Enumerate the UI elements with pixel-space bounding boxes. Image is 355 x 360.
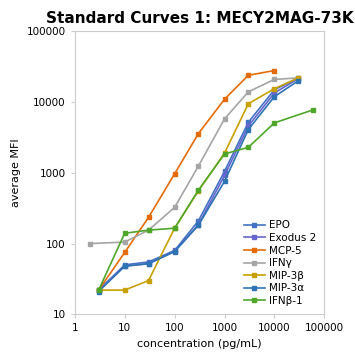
IFNγ — [296, 76, 300, 80]
EPO — [97, 288, 101, 292]
Exodus 2 — [272, 91, 277, 95]
MIP-3α — [222, 179, 226, 184]
Title: Standard Curves 1: MECY2MAG-73K: Standard Curves 1: MECY2MAG-73K — [46, 11, 353, 26]
IFNγ — [196, 164, 201, 168]
EPO — [173, 248, 177, 253]
MCP-5 — [146, 215, 151, 220]
MCP-5 — [196, 131, 201, 136]
MCP-5 — [246, 73, 251, 77]
Line: MCP-5: MCP-5 — [96, 68, 277, 293]
IFNγ — [246, 90, 251, 94]
EPO — [222, 169, 226, 174]
Exodus 2 — [173, 249, 177, 253]
IFNγ — [272, 77, 277, 81]
IFNγ — [88, 242, 92, 246]
IFNβ-1 — [246, 145, 251, 149]
Exodus 2 — [97, 288, 101, 292]
X-axis label: concentration (pg/mL): concentration (pg/mL) — [137, 339, 262, 349]
MIP-3β — [97, 288, 101, 292]
IFNβ-1 — [196, 188, 201, 192]
IFNγ — [122, 240, 127, 244]
IFNγ — [173, 205, 177, 210]
Legend: EPO, Exodus 2, MCP-5, IFNγ, MIP-3β, MIP-3α, IFNβ-1: EPO, Exodus 2, MCP-5, IFNγ, MIP-3β, MIP-… — [241, 217, 319, 309]
MCP-5 — [173, 172, 177, 176]
EPO — [246, 120, 251, 125]
Exodus 2 — [246, 124, 251, 128]
IFNγ — [222, 117, 226, 121]
MCP-5 — [272, 68, 277, 73]
IFNβ-1 — [222, 152, 226, 156]
MCP-5 — [122, 250, 127, 255]
MIP-3α — [173, 249, 177, 254]
IFNγ — [146, 228, 151, 232]
MIP-3β — [196, 189, 201, 193]
MIP-3α — [296, 79, 300, 83]
IFNβ-1 — [122, 231, 127, 235]
Exodus 2 — [146, 261, 151, 266]
IFNβ-1 — [173, 226, 177, 230]
Line: MIP-3α: MIP-3α — [96, 78, 301, 294]
Exodus 2 — [196, 222, 201, 227]
MCP-5 — [97, 288, 101, 292]
MIP-3α — [122, 264, 127, 268]
IFNβ-1 — [311, 108, 315, 112]
MIP-3β — [146, 278, 151, 283]
MIP-3α — [246, 127, 251, 132]
EPO — [272, 87, 277, 92]
MCP-5 — [222, 97, 226, 102]
MIP-3α — [196, 223, 201, 228]
Line: EPO: EPO — [96, 76, 301, 293]
Line: MIP-3β: MIP-3β — [96, 76, 301, 293]
Exodus 2 — [122, 264, 127, 268]
Exodus 2 — [296, 76, 300, 81]
IFNβ-1 — [146, 228, 151, 232]
MIP-3α — [97, 289, 101, 294]
EPO — [196, 219, 201, 223]
Line: IFNβ-1: IFNβ-1 — [96, 107, 316, 293]
MIP-3β — [122, 288, 127, 292]
Line: IFNγ: IFNγ — [87, 76, 301, 246]
Y-axis label: average MFI: average MFI — [11, 139, 21, 207]
MIP-3α — [146, 261, 151, 266]
EPO — [146, 260, 151, 264]
IFNβ-1 — [97, 288, 101, 292]
MIP-3β — [246, 102, 251, 106]
Exodus 2 — [222, 173, 226, 177]
MIP-3β — [222, 151, 226, 155]
EPO — [296, 76, 300, 80]
MIP-3α — [272, 94, 277, 99]
Line: Exodus 2: Exodus 2 — [96, 76, 301, 293]
EPO — [122, 263, 127, 267]
MIP-3β — [296, 76, 300, 80]
MIP-3β — [272, 86, 277, 91]
MIP-3β — [173, 226, 177, 230]
IFNβ-1 — [272, 121, 277, 125]
